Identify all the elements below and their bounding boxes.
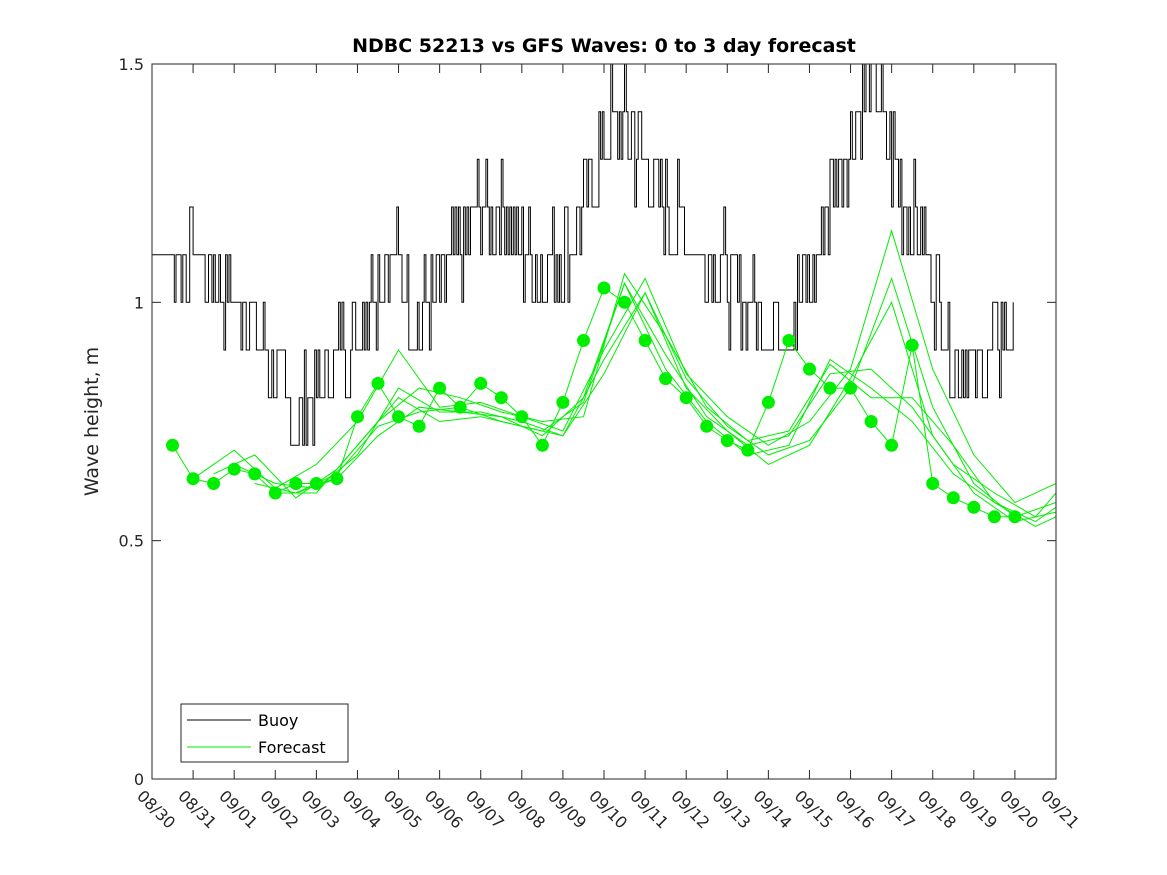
x-tick-label: 08/30 xyxy=(133,786,179,832)
y-tick-label: 0.5 xyxy=(119,532,144,551)
x-tick-label: 09/10 xyxy=(585,786,631,832)
y-axis-label: Wave height, m xyxy=(81,347,103,496)
forecast-marker xyxy=(248,467,262,481)
x-tick-label: 09/20 xyxy=(996,786,1042,832)
x-tick-label: 08/31 xyxy=(174,786,220,832)
forecast-marker xyxy=(515,410,529,424)
x-tick-label: 09/17 xyxy=(873,786,919,832)
forecast-series-line-5 xyxy=(275,291,1056,523)
x-tick-label: 09/03 xyxy=(298,786,344,832)
x-tick-label: 09/01 xyxy=(215,786,261,832)
forecast-marker xyxy=(166,438,179,452)
forecast-marker xyxy=(330,472,344,486)
forecast-marker xyxy=(926,477,940,490)
forecast-marker xyxy=(556,395,570,409)
x-tick-label: 09/04 xyxy=(339,786,385,832)
forecast-marker xyxy=(1008,510,1022,524)
y-tick-label: 1.5 xyxy=(119,55,144,74)
forecast-marker xyxy=(761,395,775,409)
forecast-marker xyxy=(700,419,714,433)
forecast-marker xyxy=(679,391,693,405)
forecast-marker xyxy=(782,334,796,347)
forecast-marker xyxy=(803,362,816,376)
forecast-marker xyxy=(741,443,755,457)
forecast-marker xyxy=(309,477,323,490)
forecast-marker xyxy=(392,410,405,424)
forecast-marker xyxy=(268,486,282,500)
legend-box xyxy=(180,703,349,763)
forecast-marker xyxy=(351,410,364,424)
forecast-marker xyxy=(433,381,447,395)
x-tick-label: 09/13 xyxy=(708,786,754,832)
x-tick-label: 09/05 xyxy=(380,786,426,832)
y-tick-label: 1 xyxy=(134,293,144,312)
forecast-marker xyxy=(823,381,837,395)
forecast-marker xyxy=(535,438,549,452)
forecast-marker xyxy=(659,372,673,386)
x-tick-label: 09/18 xyxy=(914,786,960,832)
forecast-marker xyxy=(412,419,426,433)
forecast-marker xyxy=(186,472,200,486)
forecast-marker xyxy=(289,477,303,490)
forecast-marker xyxy=(577,334,590,347)
forecast-marker xyxy=(967,500,981,514)
x-tick-label: 09/07 xyxy=(462,786,508,832)
x-tick-label: 09/15 xyxy=(791,786,837,832)
x-tick-label: 09/02 xyxy=(256,786,302,832)
legend-label-buoy: Buoy xyxy=(258,711,298,730)
forecast-marker xyxy=(453,400,467,414)
forecast-marker xyxy=(905,338,919,352)
axes-box xyxy=(151,63,1057,780)
forecast-marker xyxy=(371,376,385,390)
chart-title: NDBC 52213 vs GFS Waves: 0 to 3 day fore… xyxy=(352,35,856,57)
forecast-marker xyxy=(720,434,734,448)
y-tick-label: 0 xyxy=(134,770,144,789)
buoy-series-line xyxy=(152,64,1014,446)
forecast-series-line-1 xyxy=(192,229,1056,504)
forecast-marker xyxy=(494,391,508,405)
forecast-marker xyxy=(638,334,652,347)
forecast-marker xyxy=(227,462,241,476)
forecast-marker xyxy=(474,376,488,390)
forecast-marker xyxy=(987,510,1001,524)
x-tick-label: 09/21 xyxy=(1037,786,1083,832)
forecast-series-line-6 xyxy=(295,282,1056,523)
x-tick-label: 09/14 xyxy=(750,786,796,832)
forecast-marker xyxy=(618,295,631,309)
x-tick-label: 09/12 xyxy=(667,786,713,832)
forecast-marker xyxy=(885,438,899,452)
legend: Buoy Forecast xyxy=(180,703,349,763)
x-tick-label: 09/06 xyxy=(421,786,467,832)
forecast-marker xyxy=(844,381,857,395)
x-tick-label: 09/19 xyxy=(955,786,1001,832)
forecast-marker xyxy=(597,281,611,295)
data-layer xyxy=(152,64,1056,527)
forecast-marker xyxy=(207,477,221,490)
legend-label-forecast: Forecast xyxy=(258,738,326,757)
x-tick-label: 09/16 xyxy=(832,786,878,832)
x-tick-label: 09/08 xyxy=(503,786,549,832)
forecast-marker xyxy=(864,415,878,428)
x-tick-label: 09/09 xyxy=(544,786,590,832)
x-tick-label: 09/11 xyxy=(626,786,672,832)
forecast-marker xyxy=(946,491,960,505)
